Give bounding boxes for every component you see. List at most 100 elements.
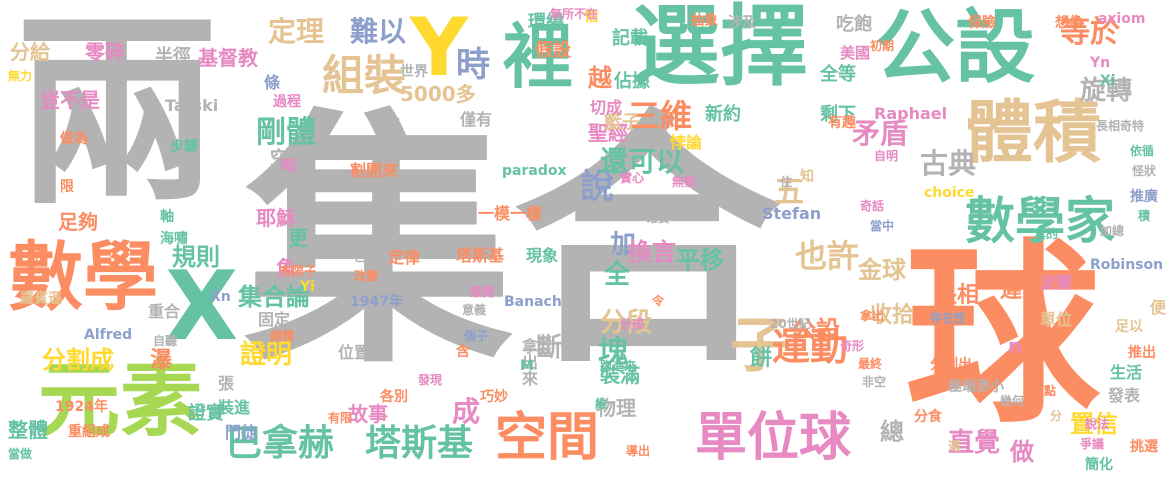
- word-134: Yi: [300, 279, 315, 295]
- word-15: 子: [730, 311, 790, 381]
- word-52: 故事: [348, 402, 388, 426]
- word-3: 球: [905, 222, 1100, 449]
- word-53: 物理: [596, 396, 636, 420]
- word-93: 1947年: [350, 294, 403, 310]
- word-80: 巴拿赫: [353, 206, 402, 225]
- word-30: 還可以: [600, 145, 685, 178]
- word-67: 吃飽: [836, 14, 872, 35]
- word-153: 非空: [862, 375, 887, 389]
- word-11: Y: [410, 1, 468, 94]
- word-171: 住: [780, 175, 793, 189]
- word-162: 有限: [328, 411, 353, 425]
- word-131: Yn: [1090, 55, 1111, 71]
- word-61: 佔據: [614, 71, 650, 92]
- word-108: 當做: [8, 447, 33, 461]
- word-112: 門徒: [225, 423, 258, 442]
- word-17: 組裝: [322, 51, 407, 100]
- word-154: 奇形: [840, 339, 865, 353]
- word-42: 加: [610, 230, 637, 260]
- word-155: 拿出: [860, 309, 885, 323]
- word-46: 違反: [1000, 278, 1045, 303]
- word-117: 軸: [160, 209, 174, 225]
- word-36: 集合論: [238, 283, 310, 311]
- word-57: 公設: [792, 316, 840, 344]
- word-45: 長相: [935, 283, 980, 308]
- word-104: 足以: [1115, 319, 1143, 335]
- word-195: 分: [1050, 409, 1063, 423]
- word-152: 最終: [858, 357, 883, 371]
- word-126: 涉及: [728, 15, 756, 31]
- word-18: 巴拿赫: [226, 423, 335, 464]
- word-105: 推出: [1128, 345, 1156, 361]
- word-43: 換言: [628, 238, 676, 266]
- word-68: 美國: [840, 44, 871, 62]
- word-23: 等於: [1060, 15, 1120, 50]
- word-188: 拿出來: [519, 338, 538, 386]
- word-167: 簡化: [1085, 457, 1113, 473]
- word-133: Xn: [210, 289, 231, 305]
- word-48: 直覺: [948, 428, 1001, 458]
- word-110: 張: [218, 374, 235, 393]
- word-125: 抽象: [690, 13, 718, 29]
- word-164: 導出: [626, 444, 651, 458]
- word-31: 五: [774, 175, 804, 210]
- word-16: 運動: [772, 325, 849, 369]
- word-101: 單位: [1040, 310, 1073, 329]
- word-118: 海嘯: [160, 231, 188, 247]
- word-127: 保險: [968, 15, 996, 31]
- word-147: 怪狀: [1132, 164, 1157, 178]
- word-87: paradox: [502, 163, 567, 179]
- word-99: 挑選: [1130, 439, 1158, 455]
- word-100: 幾何: [1000, 394, 1025, 408]
- word-146: 依循: [1130, 144, 1155, 158]
- word-44: 收拾: [870, 303, 915, 328]
- word-9: 裡: [503, 16, 573, 98]
- word-73: 世界: [400, 64, 428, 80]
- word-32: 也許: [795, 237, 860, 275]
- word-98: 發表: [1108, 386, 1141, 405]
- word-175: 意義: [462, 303, 487, 317]
- word-75: 耶穌: [256, 206, 296, 230]
- word-149: 積: [1138, 209, 1151, 223]
- word-58: 5000多: [400, 82, 476, 106]
- word-141: 喝: [280, 156, 297, 175]
- word-37: 分割成: [42, 346, 114, 374]
- word-197: 真的: [1034, 227, 1059, 241]
- word-137: 做為: [60, 131, 88, 147]
- word-60: 記載: [612, 28, 648, 49]
- word-156: 分成: [620, 317, 645, 331]
- word-76: 魚: [276, 256, 296, 280]
- word-151: 存在性: [930, 311, 967, 325]
- word-138: 吃: [380, 113, 400, 137]
- word-5: 公設: [875, 1, 1035, 94]
- word-189: M: [519, 358, 535, 374]
- word-89: Raphael: [874, 104, 948, 123]
- word-29: 古典: [920, 147, 977, 180]
- word-72: 半徑: [155, 46, 191, 67]
- word-181: 限: [60, 179, 74, 195]
- word-139: 僅有: [460, 110, 493, 129]
- word-79: 割開來: [350, 161, 399, 180]
- word-47: 置信: [1070, 410, 1118, 438]
- word-56: 餅: [750, 346, 773, 371]
- word-22: 時: [456, 45, 490, 85]
- word-180: 步驟: [170, 139, 198, 155]
- word-6: 體積: [965, 94, 1102, 173]
- word-69: 分給: [10, 40, 50, 64]
- word-121: 環繞: [528, 12, 564, 33]
- word-120: 有限子: [280, 264, 317, 278]
- word-136: 過程: [273, 94, 301, 110]
- word-7: 元素: [38, 353, 203, 448]
- word-161: 發現: [418, 373, 443, 387]
- word-185: 個子: [464, 329, 489, 343]
- word-119: 稱: [30, 247, 44, 263]
- word-122: 怕: [584, 9, 598, 25]
- word-63: 籃子: [604, 112, 640, 133]
- word-77: 更: [288, 226, 308, 250]
- word-81: 一模一樣: [478, 204, 543, 223]
- word-64: 新約: [705, 104, 741, 125]
- word-173: 確實: [646, 211, 671, 225]
- word-12: 數學家: [965, 192, 1115, 250]
- word-103: 便: [1150, 298, 1167, 317]
